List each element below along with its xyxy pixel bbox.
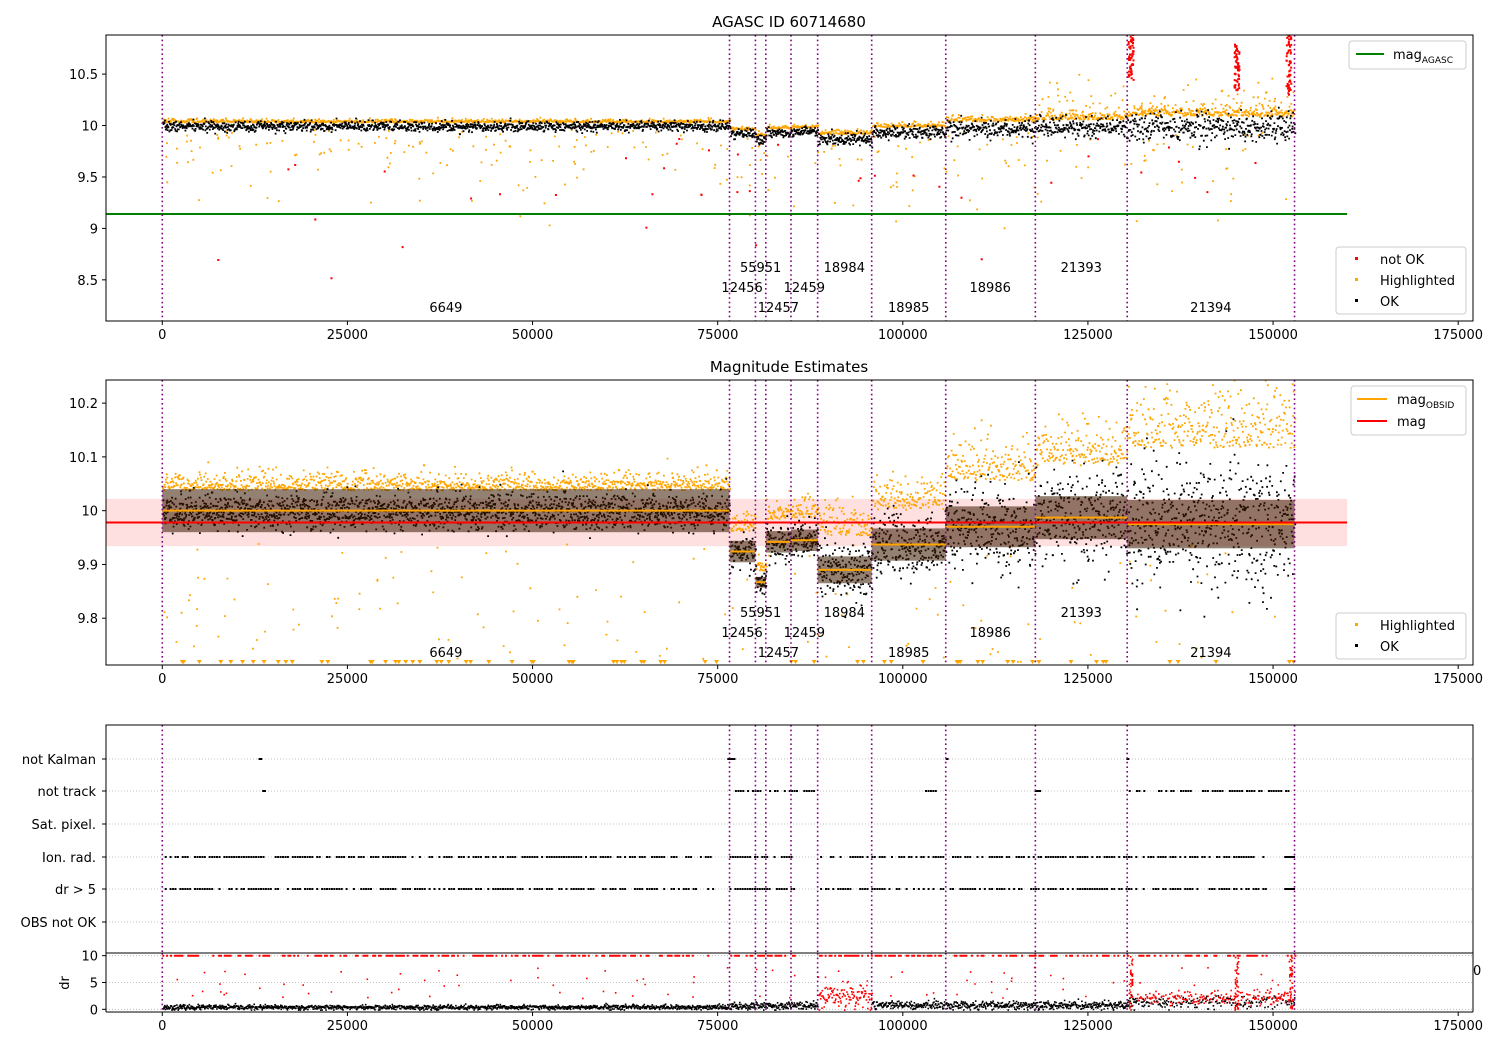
flag-points bbox=[258, 758, 1130, 760]
agasc-obsid-label: 21393 bbox=[1061, 261, 1102, 276]
legend-marker bbox=[1355, 299, 1358, 302]
estimates-ytick-label: 10.2 bbox=[69, 397, 98, 412]
legend-marker bbox=[1355, 623, 1358, 626]
dr-ytick-label: 10 bbox=[81, 950, 98, 965]
flags-panel: not Kalman not track Sat. pixel. Ion. rad. d… bbox=[21, 724, 1474, 954]
agasc-ytick-label: 10 bbox=[81, 120, 98, 135]
dr-xtick-label: 150000 bbox=[1248, 1019, 1298, 1034]
agasc-obsid-label: 12456 bbox=[721, 281, 762, 296]
agasc-obsid-label: 6649 bbox=[429, 301, 462, 316]
legend-marker bbox=[1355, 278, 1358, 281]
estimates-xtick-label: 100000 bbox=[878, 672, 928, 687]
flag-points bbox=[262, 790, 1290, 792]
flag-points bbox=[164, 856, 1296, 858]
dr-xtick-label: 50000 bbox=[512, 1019, 553, 1034]
legend-label: Highlighted bbox=[1380, 619, 1455, 634]
estimates-obsid-label: 55951 bbox=[740, 606, 781, 621]
dr-xtick-label: 100000 bbox=[878, 1019, 928, 1034]
legend-label: OK bbox=[1380, 640, 1399, 655]
estimates-obsid-label: 12457 bbox=[758, 646, 799, 661]
estimates-xtick-label: 175000 bbox=[1433, 672, 1483, 687]
estimates-xtick-label: 25000 bbox=[327, 672, 368, 687]
legend-top-box bbox=[1348, 40, 1467, 70]
estimates-xtick-label: 150000 bbox=[1248, 672, 1298, 687]
estimates-ytick-label: 10.1 bbox=[69, 451, 98, 466]
legend-marker bbox=[1355, 257, 1358, 260]
legend-label: Highlighted bbox=[1380, 274, 1455, 289]
agasc-ytick-label: 9 bbox=[90, 222, 98, 237]
legend-marker bbox=[1355, 644, 1358, 647]
agasc-obsid-label: 21394 bbox=[1190, 301, 1231, 316]
legend-mag-agasc-sub: AGASC bbox=[1422, 56, 1453, 66]
estimates-ytick-label: 9.9 bbox=[77, 558, 98, 573]
agasc-xtick-label: 75000 bbox=[697, 328, 738, 343]
legend-label: OK bbox=[1380, 295, 1399, 310]
dr-xtick-label: 25000 bbox=[327, 1019, 368, 1034]
flag-row-label: not track bbox=[37, 785, 96, 800]
legend-bottom-box bbox=[1335, 246, 1467, 315]
agasc-xtick-label: 175000 bbox=[1433, 328, 1483, 343]
flag-points bbox=[164, 888, 1296, 890]
agasc-obsid-label: 18986 bbox=[970, 281, 1011, 296]
estimates-xtick-label: 50000 bbox=[512, 672, 553, 687]
dr-ytick-label: 5 bbox=[90, 977, 98, 992]
estimates-xtick-label: 0 bbox=[158, 672, 166, 687]
chart1-title: AGASC ID 60714680 bbox=[712, 13, 866, 31]
dr-xtick-label: 175000 bbox=[1433, 1019, 1483, 1034]
legend-label: not OK bbox=[1380, 253, 1425, 268]
out-of-range-markers bbox=[179, 660, 1296, 664]
agasc-xtick-label: 100000 bbox=[878, 328, 928, 343]
agasc-ytick-label: 8.5 bbox=[77, 274, 98, 289]
agasc-xtick-label: 150000 bbox=[1248, 328, 1298, 343]
agasc-obsid-label: 12457 bbox=[758, 301, 799, 316]
agasc-ytick-label: 9.5 bbox=[77, 171, 98, 186]
dr-xtick-label: 75000 bbox=[697, 1019, 738, 1034]
flag-row-label: OBS not OK bbox=[21, 916, 97, 931]
dr-xtick-label: 125000 bbox=[1063, 1019, 1113, 1034]
estimates-xtick-label: 125000 bbox=[1063, 672, 1113, 687]
estimates-obsid-label: 21393 bbox=[1061, 606, 1102, 621]
agasc-xtick-label: 50000 bbox=[512, 328, 553, 343]
dr-ytick-label: 0 bbox=[90, 1003, 98, 1018]
flag-row-label: dr > 5 bbox=[55, 883, 96, 898]
agasc-xtick-label: 25000 bbox=[327, 328, 368, 343]
estimates-obsid-label: 12456 bbox=[721, 626, 762, 641]
estimates-obsid-label: 12459 bbox=[784, 626, 825, 641]
dr-xtick-label: 0 bbox=[158, 1019, 166, 1034]
mag-estimates-panel: 6649 12456 55951 12457 12459 18984 18985 18986 2… bbox=[69, 379, 1483, 687]
estimates-obsid-label: 18984 bbox=[824, 606, 865, 621]
chart2-title: Magnitude Estimates bbox=[710, 358, 868, 376]
ok-points bbox=[162, 106, 1297, 151]
estimates-obsid-label: 18985 bbox=[888, 646, 929, 661]
estimates-obsid-label: 18986 bbox=[970, 626, 1011, 641]
agasc-ytick-label: 10.5 bbox=[69, 68, 98, 83]
mag-estimates-panel-frame bbox=[105, 379, 1474, 666]
flag-row-label: not Kalman bbox=[22, 753, 96, 768]
agasc-xtick-label: 0 bbox=[158, 328, 166, 343]
legend-bottom-box bbox=[1335, 612, 1467, 660]
dr-panel: 0 5 10 0 25000 50000 75000 100000 125000 150000 17… bbox=[58, 950, 1483, 1034]
flag-row-label: Sat. pixel. bbox=[32, 818, 96, 833]
legend-mag-obsid-sub: OBSID bbox=[1426, 401, 1454, 411]
agasc-panel: 6649 12456 55951 12457 12459 18984 18985 18986 2… bbox=[69, 34, 1483, 343]
legend-mag-label: mag bbox=[1397, 415, 1426, 430]
estimates-ytick-label: 9.8 bbox=[77, 612, 98, 627]
estimates-ytick-label: 10 bbox=[81, 505, 98, 520]
estimates-xtick-label: 75000 bbox=[697, 672, 738, 687]
agasc-obsid-label: 12459 bbox=[784, 281, 825, 296]
estimates-obsid-label: 6649 bbox=[429, 646, 462, 661]
flag-row-label: Ion. rad. bbox=[42, 851, 96, 866]
estimates-obsid-label: 21394 bbox=[1190, 646, 1231, 661]
dr-axis-label: dr bbox=[58, 976, 73, 990]
agasc-obsid-label: 18984 bbox=[824, 261, 865, 276]
edge-tick-fragment: 0 bbox=[1473, 964, 1481, 979]
agasc-obsid-label: 18985 bbox=[888, 301, 929, 316]
dr-ok-points bbox=[162, 994, 1296, 1011]
agasc-panel-frame bbox=[105, 34, 1474, 322]
agasc-xtick-label: 125000 bbox=[1063, 328, 1113, 343]
agasc-obsid-label: 55951 bbox=[740, 261, 781, 276]
